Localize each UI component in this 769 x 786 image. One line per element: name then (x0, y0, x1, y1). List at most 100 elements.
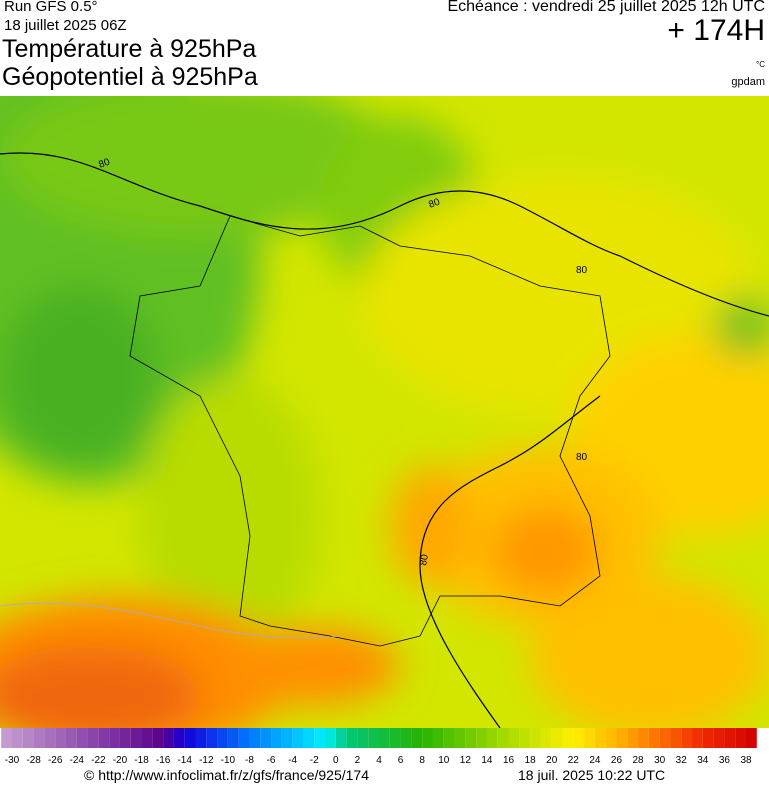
scale-label: 0 (333, 755, 339, 766)
scale-label: 38 (740, 755, 752, 766)
valid-time: Echéance : vendredi 25 juillet 2025 12h … (447, 0, 765, 15)
generated-time: 18 juil. 2025 10:22 UTC (518, 767, 666, 783)
geo-unit: gpdam (731, 76, 765, 88)
scale-label: 16 (503, 755, 515, 766)
color-cell (605, 728, 617, 748)
color-cell (400, 728, 412, 748)
scale-label: -18 (134, 755, 149, 766)
scale-label: -20 (113, 755, 128, 766)
color-cell (562, 728, 574, 748)
scale-label: -2 (310, 755, 319, 766)
color-cell (76, 728, 88, 748)
color-cell (281, 728, 293, 748)
color-cell (206, 728, 218, 748)
color-cell (119, 728, 131, 748)
scale-label: -16 (156, 755, 171, 766)
map-subtitle: Géopotentiel à 925hPa (2, 63, 258, 91)
color-cell (22, 728, 34, 748)
lead-time: + 174H (667, 14, 765, 47)
contour-label: 80 (97, 157, 112, 171)
color-cell (260, 728, 272, 748)
color-cell (465, 728, 477, 748)
color-cell (368, 728, 379, 748)
scale-label: -10 (221, 755, 236, 766)
color-cell (530, 728, 541, 748)
color-cell (173, 728, 185, 748)
color-cell (432, 728, 444, 748)
scale-label: -8 (245, 755, 254, 766)
color-cell (163, 728, 174, 748)
color-cell (379, 728, 390, 748)
color-cell (659, 728, 671, 748)
color-cell (325, 728, 336, 748)
color-cell (594, 728, 606, 748)
color-cell (692, 728, 703, 748)
color-cell (411, 728, 423, 748)
color-cell (12, 728, 23, 748)
scale-label: 28 (632, 755, 644, 766)
scale-label: -26 (48, 755, 63, 766)
color-cell (217, 728, 228, 748)
color-cell (335, 728, 347, 748)
color-cell (292, 728, 304, 748)
color-cell (681, 728, 693, 748)
scale-label: -28 (26, 755, 41, 766)
contour-label: 80 (418, 553, 431, 566)
color-cell (65, 728, 77, 748)
scale-label: 24 (589, 755, 601, 766)
scale-label: -12 (199, 755, 214, 766)
color-cell (670, 728, 682, 748)
color-cell (573, 728, 585, 748)
color-cell (238, 728, 250, 748)
scale-label: -22 (91, 755, 106, 766)
scale-label: 18 (525, 755, 537, 766)
color-cell (422, 728, 433, 748)
color-cell (141, 728, 153, 748)
source-link: © http://www.infoclimat.fr/z/gfs/france/… (84, 767, 369, 783)
color-cell (454, 728, 466, 748)
color-cell (314, 728, 326, 748)
color-cell (476, 728, 487, 748)
run-date: 18 juillet 2025 06Z (4, 17, 127, 34)
scale-label: -4 (288, 755, 297, 766)
color-cell (735, 728, 746, 748)
color-cell (44, 728, 56, 748)
color-cell (1, 728, 13, 748)
color-cell (584, 728, 595, 748)
scale-label: 32 (676, 755, 688, 766)
color-cell (540, 728, 552, 748)
color-cell (98, 728, 110, 748)
scale-label: 10 (438, 755, 450, 766)
scale-label: 34 (697, 755, 709, 766)
color-cell (109, 728, 120, 748)
color-cell (130, 728, 142, 748)
scale-label: -14 (177, 755, 192, 766)
color-cell (303, 728, 315, 748)
color-cell (638, 728, 649, 748)
color-cell (497, 728, 509, 748)
contour-label: 80 (576, 452, 588, 463)
scale-label: 22 (568, 755, 580, 766)
color-cell (195, 728, 207, 748)
color-cell (616, 728, 628, 748)
scale-label: 8 (419, 755, 425, 766)
color-cell (87, 728, 99, 748)
color-cell (227, 728, 239, 748)
color-cell (627, 728, 639, 748)
scale-label: -30 (5, 755, 20, 766)
color-cell (357, 728, 369, 748)
scale-label: 36 (719, 755, 731, 766)
color-cell (648, 728, 660, 748)
scale-label: 12 (460, 755, 472, 766)
color-cell (389, 728, 401, 748)
temperature-field: 80 80 80 80 80 (0, 96, 769, 728)
scale-label: 4 (376, 755, 382, 766)
color-cell (702, 728, 714, 748)
scale-label: -6 (267, 755, 276, 766)
color-cell (249, 728, 261, 748)
color-cell (486, 728, 498, 748)
color-cell (55, 728, 66, 748)
scale-label: 26 (611, 755, 623, 766)
contour-label: 80 (576, 265, 588, 276)
